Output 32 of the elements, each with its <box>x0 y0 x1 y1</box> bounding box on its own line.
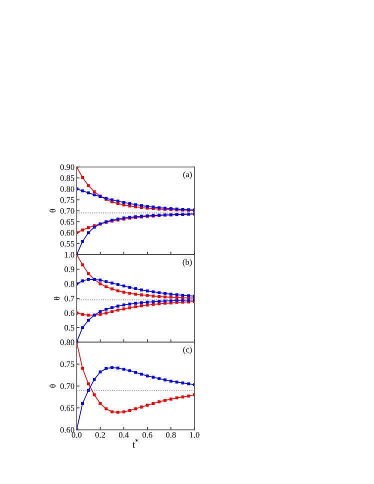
x-tick-label: 0.8 <box>166 432 176 438</box>
y-tick-label: 0.85 <box>60 175 74 181</box>
y-tick-label: 0.70 <box>60 208 74 214</box>
x-axis-title: t$^{*}$ <box>132 438 138 448</box>
y-tick-label: 1.0 <box>64 252 74 258</box>
annotation: (a) <box>183 171 192 179</box>
x-tick-label: 0.6 <box>142 432 152 438</box>
y-tick-label: 0.75 <box>60 197 74 203</box>
y-tick-label: 0.7 <box>64 296 74 302</box>
annotation: (c) <box>183 346 192 354</box>
annotation: (b) <box>182 258 192 267</box>
y-tick-label: 0.80 <box>60 340 74 346</box>
y-tick-label: 0.90 <box>60 164 74 170</box>
y-axis-title: θ <box>50 209 56 212</box>
y-axis-title: θ <box>50 384 56 388</box>
x-tick-label: 0.4 <box>118 432 129 438</box>
y-tick-label: 0.5 <box>64 324 74 331</box>
y-tick-label: 0.65 <box>60 219 74 225</box>
y-axis-title: θ <box>54 296 60 300</box>
y-tick-label: 0.60 <box>60 230 74 236</box>
x-tick-label: 1.0 <box>190 432 200 438</box>
y-tick-label: 0.6 <box>64 310 74 316</box>
y-tick-label: 0.8 <box>64 281 74 287</box>
y-tick-label: 0.9 <box>64 266 74 272</box>
y-tick-label: 0.60 <box>60 427 74 433</box>
y-tick-label: 0.75 <box>60 361 74 368</box>
x-tick-label: 0.2 <box>95 432 105 438</box>
y-tick-label: 0.80 <box>60 186 74 192</box>
y-tick-label: 0.55 <box>60 240 74 247</box>
x-tick-label: 0.0 <box>72 432 82 438</box>
y-tick-label: 0.70 <box>60 383 74 389</box>
y-tick-label: 0.65 <box>60 405 74 411</box>
